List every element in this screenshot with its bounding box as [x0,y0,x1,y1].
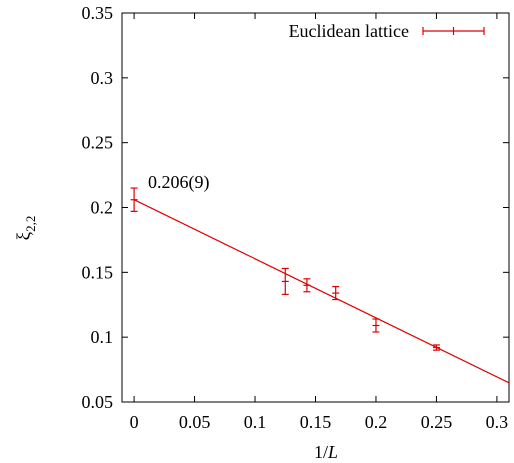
fit-line [133,199,510,384]
data-point [432,344,440,351]
y-tick-label: 0.3 [91,68,114,88]
annotation-intercept: 0.206(9) [148,172,210,193]
x-tick-label: 0 [130,412,139,432]
y-axis-title-subscript: 2,2 [23,216,38,232]
x-tick-label: 0.1 [244,412,267,432]
axes [121,12,510,403]
data-points [130,187,440,351]
x-tick-label: 0.3 [486,412,509,432]
legend-label: Euclidean lattice [289,21,409,41]
data-point [372,318,380,333]
data-point [332,285,340,301]
x-axis-title-variable: L [327,442,338,462]
x-tick-label: 0.2 [365,412,388,432]
y-tick-label: 0.2 [91,198,114,218]
y-tick-label: 0.35 [82,3,114,23]
x-tick-label: 0.05 [179,412,211,432]
fit-line-layer [133,199,510,384]
data-point [130,187,138,212]
legend-sample [422,27,485,35]
x-tick-label: 0.15 [300,412,332,432]
tick-labels: 0 0.05 0.1 0.15 0.2 0.25 0.3 0.05 0.1 0.15 0.2 0.25… [82,3,509,432]
legend: Euclidean lattice [289,21,485,41]
x-tick-label: 0.25 [421,412,453,432]
y-axis-title-symbol: ξ [14,231,35,240]
plot-frame [121,12,510,403]
y-tick-label: 0.05 [82,392,114,412]
tick-marks [122,12,509,403]
y-tick-label: 0.1 [91,327,114,347]
y-tick-label: 0.15 [82,262,114,282]
y-tick-label: 0.25 [82,133,114,153]
y-axis-title: ξ2,2 [14,216,38,241]
data-point [281,267,289,295]
x-axis-title-prefix: 1/ [314,442,328,462]
data-point [303,278,311,293]
x-axis-title: 1/L [314,442,338,462]
